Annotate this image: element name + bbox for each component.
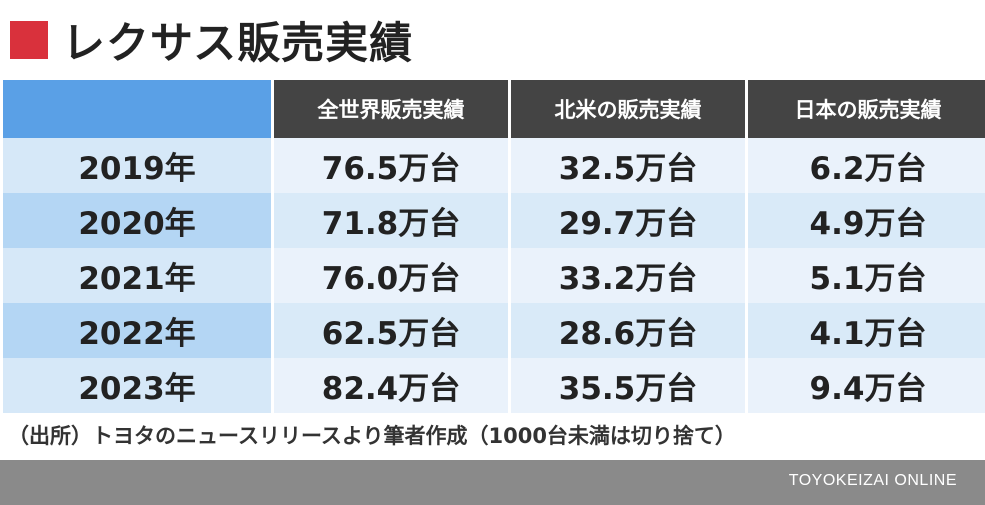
row-year: 2019年 (3, 138, 271, 193)
title-row: レクサス販売実績 (10, 8, 413, 72)
global-sales-cell: 76.0万台 (274, 248, 508, 303)
north-america-sales-cell: 35.5万台 (511, 358, 745, 413)
global-sales-cell: 71.8万台 (274, 193, 508, 248)
source-note: （出所）トヨタのニュースリリースより筆者作成（1000台未満は切り捨て） (8, 424, 736, 448)
table-row: 2023年 82.4万台 35.5万台 9.4万台 (3, 358, 985, 413)
global-sales-cell: 76.5万台 (274, 138, 508, 193)
red-square-icon (10, 21, 48, 59)
north-america-sales-cell: 32.5万台 (511, 138, 745, 193)
global-sales-cell: 62.5万台 (274, 303, 508, 358)
row-year: 2021年 (3, 248, 271, 303)
north-america-sales-cell: 33.2万台 (511, 248, 745, 303)
header-north-america-sales: 北米の販売実績 (511, 80, 745, 138)
global-sales-cell: 82.4万台 (274, 358, 508, 413)
row-year: 2020年 (3, 193, 271, 248)
table-row: 2019年 76.5万台 32.5万台 6.2万台 (3, 138, 985, 193)
japan-sales-cell: 9.4万台 (748, 358, 985, 413)
table-row: 2022年 62.5万台 28.6万台 4.1万台 (3, 303, 985, 358)
header-global-sales: 全世界販売実績 (274, 80, 508, 138)
page-title: レクサス販売実績 (62, 19, 414, 69)
row-year: 2023年 (3, 358, 271, 413)
row-year: 2022年 (3, 303, 271, 358)
table-header-row: 全世界販売実績 北米の販売実績 日本の販売実績 (3, 80, 985, 138)
sales-table: 全世界販売実績 北米の販売実績 日本の販売実績 2019年 76.5万台 32.… (0, 80, 985, 413)
north-america-sales-cell: 28.6万台 (511, 303, 745, 358)
north-america-sales-cell: 29.7万台 (511, 193, 745, 248)
footer-bar: TOYOKEIZAI ONLINE (0, 460, 985, 505)
japan-sales-cell: 6.2万台 (748, 138, 985, 193)
japan-sales-cell: 4.1万台 (748, 303, 985, 358)
japan-sales-cell: 5.1万台 (748, 248, 985, 303)
header-japan-sales: 日本の販売実績 (748, 80, 985, 138)
japan-sales-cell: 4.9万台 (748, 193, 985, 248)
brand-logo-text: TOYOKEIZAI ONLINE (788, 472, 957, 489)
table-row: 2021年 76.0万台 33.2万台 5.1万台 (3, 248, 985, 303)
table-row: 2020年 71.8万台 29.7万台 4.9万台 (3, 193, 985, 248)
header-corner (3, 80, 271, 138)
